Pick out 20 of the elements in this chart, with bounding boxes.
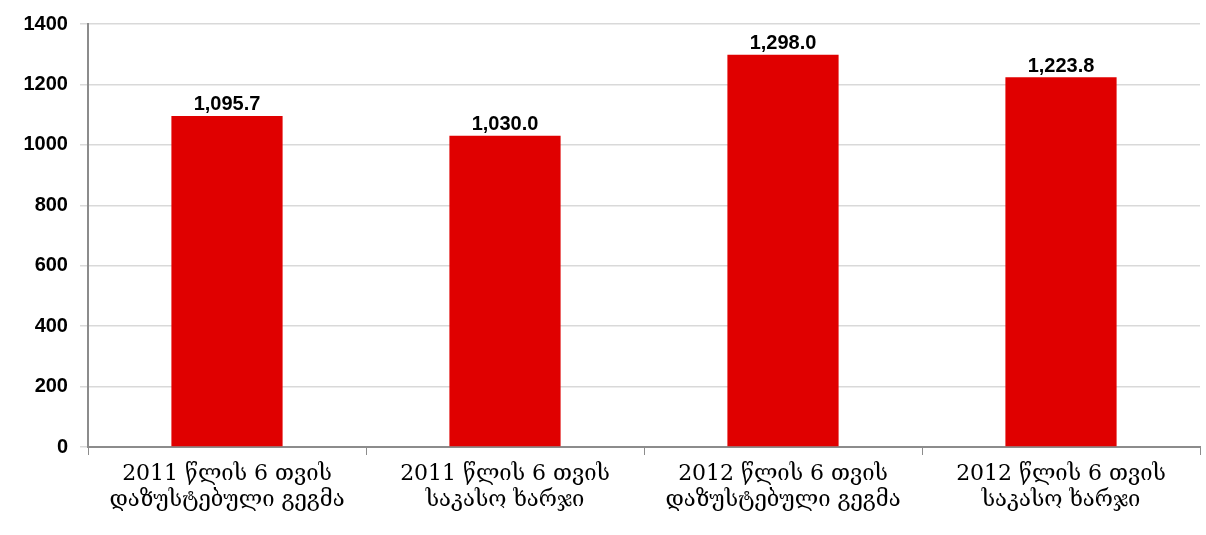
y-tick-label: 0 [56,434,68,457]
bar [1005,77,1117,447]
bar [727,54,839,447]
y-tick-label: 200 [34,374,68,397]
y-tick-label: 1200 [23,71,68,94]
bar [171,115,283,447]
y-tick-label: 600 [34,253,68,276]
y-tick-label: 1400 [23,11,68,34]
x-tick-label: 2011 წლის 6 თვის საკასო ხარჯი [400,459,610,512]
x-tick-label: 2012 წლის 6 თვის დაზუსტებული გეგმა [665,459,901,512]
x-tick-label: 2011 წლის 6 თვის დაზუსტებული გეგმა [109,459,345,512]
data-label: 1,298.0 [749,31,817,54]
x-tick-label: 2012 წლის 6 თვის საკასო ხარჯი [956,459,1166,512]
data-label: 1,223.8 [1027,53,1095,76]
data-label: 1,095.7 [193,92,261,115]
y-tick-label: 1000 [23,132,68,155]
bar [449,135,561,447]
y-tick-label: 400 [34,313,68,336]
data-label: 1,030.0 [471,112,539,135]
y-tick-label: 800 [34,192,68,215]
